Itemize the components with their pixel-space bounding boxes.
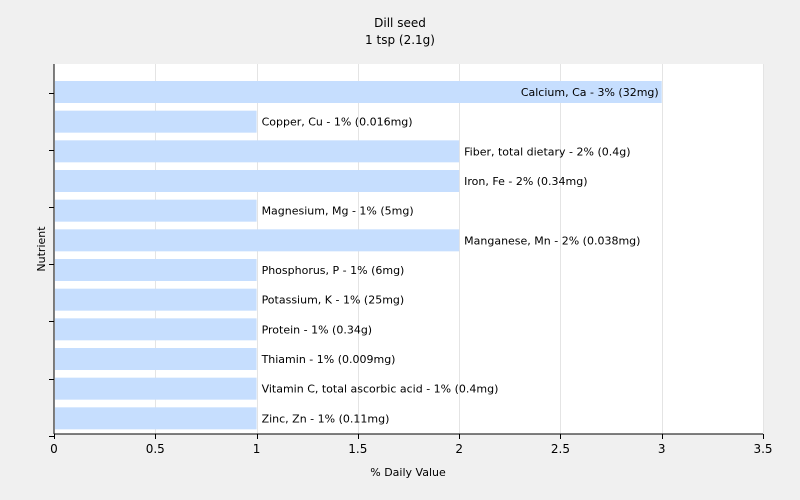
bar-label: Calcium, Ca - 3% (32mg): [521, 86, 659, 99]
x-tick-label: 3: [658, 442, 666, 456]
bar-label: Phosphorus, P - 1% (6mg): [262, 264, 405, 277]
bar: [55, 348, 257, 370]
bar: [55, 170, 460, 192]
bar: [55, 140, 460, 163]
bar: [55, 81, 662, 103]
bar: [55, 110, 257, 133]
bar: [55, 407, 257, 430]
bar-labels-group: Calcium, Ca - 3% (32mg) Copper, Cu - 1% (…: [261, 86, 659, 425]
bar: [55, 199, 257, 222]
x-axis-title: % Daily Value: [370, 466, 446, 479]
x-axis-ticks: 0 0.5 1 1.5 2 2.5 3 3.5: [50, 434, 773, 456]
x-tick-label: 0: [50, 442, 58, 456]
bar-label: Protein - 1% (0.34g): [262, 323, 373, 336]
x-tick-label: 1.5: [348, 442, 367, 456]
bar-label: Thiamin - 1% (0.009mg): [261, 353, 396, 366]
bar: [55, 377, 257, 400]
bar-label: Magnesium, Mg - 1% (5mg): [262, 205, 414, 218]
bar-label: Zinc, Zn - 1% (0.11mg): [262, 412, 390, 425]
y-axis-title: Nutrient: [35, 226, 48, 272]
x-tick-label: 1: [253, 442, 261, 456]
x-tick-label: 2.5: [551, 442, 570, 456]
bar-label: Fiber, total dietary - 2% (0.4g): [464, 145, 630, 158]
bar: [55, 318, 257, 341]
bar: [55, 259, 257, 281]
bar-label: Iron, Fe - 2% (0.34mg): [464, 175, 587, 188]
y-axis-ticks: [49, 93, 54, 437]
bar: [55, 229, 460, 252]
chart-title: Dill seed: [374, 16, 426, 30]
x-tick-label: 2: [455, 442, 463, 456]
bars-group: [55, 81, 662, 430]
bar-label: Manganese, Mn - 2% (0.038mg): [464, 234, 640, 247]
bar-label: Vitamin C, total ascorbic acid - 1% (0.4…: [262, 383, 499, 396]
bar-label: Copper, Cu - 1% (0.016mg): [262, 116, 413, 129]
x-tick-label: 0.5: [146, 442, 165, 456]
x-tick-label: 3.5: [753, 442, 772, 456]
bar-label: Potassium, K - 1% (25mg): [262, 294, 405, 307]
bar: [55, 288, 257, 311]
chart-subtitle: 1 tsp (2.1g): [365, 33, 435, 47]
